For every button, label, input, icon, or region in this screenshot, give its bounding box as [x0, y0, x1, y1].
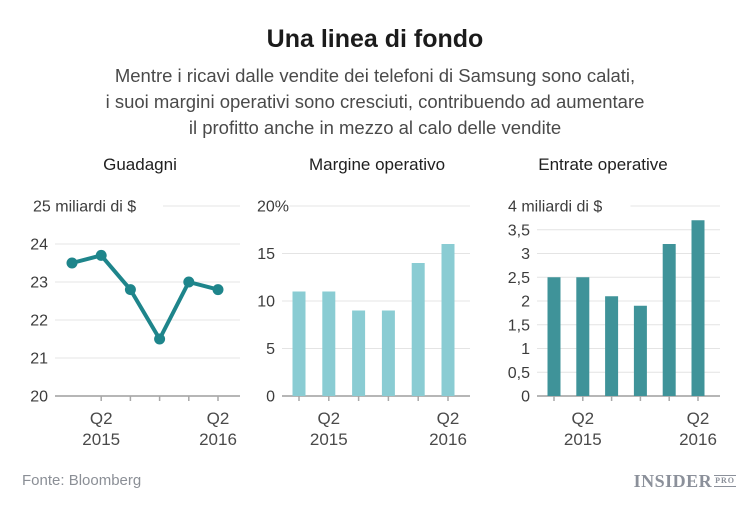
bar — [605, 296, 619, 396]
x-axis-label-quarter: Q2 — [571, 409, 594, 428]
x-axis-label-quarter: Q2 — [207, 409, 230, 428]
y-axis-tick-label: 3 — [521, 246, 530, 263]
chart-title: Entrate operative — [538, 155, 667, 174]
y-axis-unit-label: 25 miliardi di $ — [33, 199, 136, 216]
logo-pro-badge: PRO — [714, 475, 736, 487]
bar — [292, 291, 306, 396]
bar — [411, 263, 425, 396]
chart-title: Guadagni — [103, 155, 177, 174]
y-axis-tick-label: 5 — [266, 341, 275, 358]
source-credit: Fonte: Bloomberg — [22, 472, 142, 489]
data-point — [124, 284, 136, 296]
data-point — [66, 257, 78, 269]
x-axis-label-year: 2015 — [82, 430, 120, 449]
data-point — [154, 333, 166, 345]
subtitle-line-1: Mentre i ricavi dalle vendite dei telefo… — [114, 65, 636, 86]
charts-row: Guadagni 20 21 22 23 24 25 miliardi di $ Q2 2015… — [8, 145, 742, 450]
line-series — [70, 253, 220, 341]
bar — [662, 244, 676, 396]
y-axis-tick-label: 21 — [30, 351, 48, 368]
chart-margine-operativo-svg: Margine operativo 0 5 10 15 20% Q2 2015 Q2 2016 — [257, 155, 470, 449]
insider-pro-logo: INSIDER PRO — [634, 471, 736, 492]
bar — [352, 310, 366, 396]
y-axis-tick-label: 2 — [521, 294, 530, 311]
x-axis-label-year: 2016 — [429, 430, 467, 449]
y-axis-tick-label: 3,5 — [508, 222, 530, 239]
y-axis-tick-label: 2,5 — [508, 270, 530, 287]
x-axis-label-year: 2016 — [199, 430, 237, 449]
x-axis-label-quarter: Q2 — [687, 409, 710, 428]
chart-entrate-operative-svg: Entrate operative 0 0,5 1 1,5 2 2,5 3 3,5 4 milia… — [508, 155, 720, 449]
subtitle-line-2: i suoi margini operativi sono cresciuti,… — [105, 91, 645, 112]
y-axis-unit-label: 20% — [257, 199, 289, 216]
x-axis-label-year: 2015 — [564, 430, 602, 449]
x-axis-label-year: 2015 — [310, 430, 348, 449]
y-axis-tick-label: 0 — [266, 389, 275, 406]
chart-entrate-operative: Entrate operative 0 0,5 1 1,5 2 2,5 3 3,5 4 milia… — [500, 145, 742, 450]
y-axis-tick-label: 24 — [30, 237, 48, 254]
data-point — [183, 276, 195, 288]
y-axis-tick-label: 23 — [30, 275, 48, 292]
bar — [633, 305, 647, 396]
bar — [547, 277, 561, 396]
y-axis-tick-label: 10 — [257, 294, 275, 311]
y-axis-tick-label: 22 — [30, 313, 48, 330]
x-axis-label-year: 2016 — [679, 430, 717, 449]
data-point — [95, 249, 107, 261]
y-axis-tick-label: 0,5 — [508, 365, 530, 382]
x-axis-label-quarter: Q2 — [317, 409, 340, 428]
y-axis-tick-label: 1,5 — [508, 317, 530, 334]
chart-guadagni: Guadagni 20 21 22 23 24 25 miliardi di $ Q2 2015… — [8, 145, 250, 450]
chart-guadagni-svg: Guadagni 20 21 22 23 24 25 miliardi di $ Q2 2015… — [30, 155, 240, 449]
bar — [381, 310, 395, 396]
subtitle-line-3: il profitto anche in mezzo al calo delle… — [188, 117, 562, 138]
data-point — [212, 284, 224, 296]
logo-insider-text: INSIDER — [633, 471, 713, 491]
chart-title: Margine operativo — [309, 155, 445, 174]
chart-margine-operativo: Margine operativo 0 5 10 15 20% Q2 2015 Q2 2016 — [254, 145, 496, 450]
bar — [441, 244, 455, 396]
subtitle: Mentre i ricavi dalle vendite dei telefo… — [0, 63, 750, 141]
bar — [576, 277, 590, 396]
y-axis-tick-label: 1 — [521, 341, 530, 358]
y-axis-tick-label: 15 — [257, 246, 275, 263]
bar — [322, 291, 336, 396]
y-axis-unit-label: 4 miliardi di $ — [508, 199, 602, 216]
x-axis-label-quarter: Q2 — [90, 409, 113, 428]
page-title: Una linea di fondo — [266, 25, 484, 53]
bar — [691, 220, 705, 396]
x-axis-label-quarter: Q2 — [437, 409, 460, 428]
y-axis-tick-label: 0 — [521, 389, 530, 406]
y-axis-tick-label: 20 — [30, 389, 48, 406]
